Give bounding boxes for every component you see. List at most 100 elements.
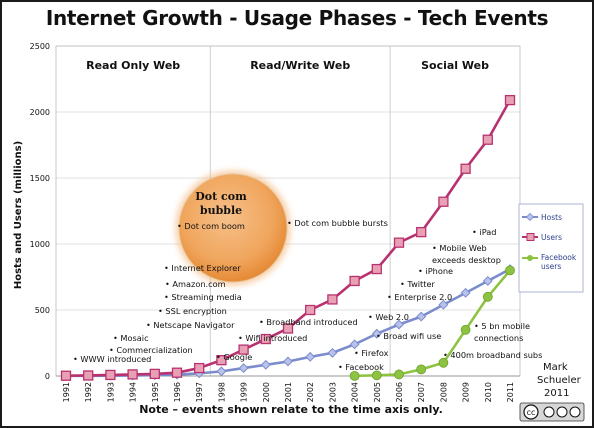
legend-label: Users — [541, 233, 562, 242]
x-tick-label: 2004 — [351, 382, 360, 402]
series-1 — [60, 94, 516, 381]
facebook-point — [482, 291, 493, 302]
facebook-point — [394, 369, 404, 380]
y-tick-label: 500 — [35, 306, 50, 315]
users-point — [305, 304, 316, 316]
event-annotation: • 5 bn mobile — [474, 321, 530, 331]
credit-line: Schueler — [537, 375, 582, 386]
nc-icon — [556, 406, 568, 418]
bubble-label-line2: bubble — [200, 204, 242, 217]
users-point — [504, 94, 516, 106]
phase-label: Social Web — [421, 59, 489, 72]
event-annotation: • Dot com boom — [177, 221, 245, 231]
series-group — [60, 94, 516, 381]
event-annotation: connections — [474, 333, 523, 343]
x-tick-label: 1996 — [173, 382, 182, 402]
x-tick-label: 2000 — [262, 382, 271, 402]
users-point — [482, 134, 493, 145]
users-point — [416, 226, 427, 238]
y-tick-label: 0 — [45, 372, 50, 381]
hosts-point — [238, 363, 249, 374]
x-tick-label: 2005 — [373, 382, 382, 402]
users-point — [393, 237, 405, 248]
y-axis-label: Hosts and Users (millions) — [13, 141, 24, 289]
x-tick-label: 2001 — [284, 382, 293, 402]
users-point — [260, 333, 271, 345]
footnote: Note – events shown relate to the time a… — [139, 403, 443, 416]
users-point — [438, 196, 449, 207]
hosts-point — [416, 311, 427, 322]
event-annotation: • Mobile Web — [432, 243, 487, 253]
phase-label: Read Only Web — [86, 59, 180, 72]
y-tick-label: 1000 — [30, 240, 50, 249]
legend-label: Facebook — [541, 253, 577, 262]
legend-label: users — [541, 262, 561, 271]
hosts-point — [394, 319, 404, 330]
event-annotation: • Broad wifi use — [376, 331, 441, 341]
y-tick-label: 2500 — [30, 42, 50, 51]
users-point — [127, 369, 138, 380]
users-point — [194, 362, 205, 374]
event-annotation: • Commercialization — [109, 345, 193, 355]
event-annotation: • Web 2.0 — [368, 312, 409, 322]
legend-marker — [526, 233, 535, 241]
x-tick-label: 2002 — [306, 382, 315, 402]
event-annotation: • Internet Explorer — [164, 263, 241, 273]
x-tick-label: 2008 — [439, 382, 448, 402]
event-annotation: • iPad — [472, 227, 497, 237]
series-2 — [349, 265, 515, 381]
facebook-point — [371, 370, 382, 381]
hosts-point — [438, 299, 449, 310]
y-tick-label: 1500 — [30, 174, 50, 183]
license-badge: cc — [519, 402, 585, 422]
hosts-point — [305, 351, 316, 362]
annotations: • WWW introduced • Mosaic • Commercializat… — [73, 218, 542, 372]
event-annotation: • SSL encryption — [158, 306, 227, 316]
hosts-point — [216, 366, 227, 377]
bubble-label-line1: Dot com — [195, 190, 247, 203]
cc-icon-label: cc — [527, 408, 536, 417]
event-annotation: • Google — [216, 352, 252, 362]
legend-marker — [525, 212, 535, 222]
event-annotation: • Streaming media — [164, 292, 242, 302]
users-point — [83, 370, 94, 381]
event-annotation: • WWW introduced — [73, 354, 151, 364]
event-annotation: • Mosaic — [113, 333, 149, 343]
y-tick-label: 2000 — [30, 108, 50, 117]
x-tick-label: 1991 — [62, 382, 71, 402]
x-tick-label: 2011 — [506, 382, 515, 402]
users-point — [349, 275, 360, 287]
users-point — [460, 163, 471, 174]
x-tick-label: 2009 — [462, 382, 471, 402]
users-point — [171, 367, 183, 378]
hosts-point — [460, 287, 471, 298]
x-tick-label: 1992 — [84, 382, 93, 402]
users-point — [327, 294, 338, 305]
users-point — [216, 355, 227, 366]
x-tick-label: 2007 — [417, 382, 426, 402]
x-tick-label: 2010 — [484, 382, 493, 402]
event-annotation: • Amazon.com — [165, 279, 226, 289]
x-tick-label: 1994 — [129, 382, 138, 402]
event-annotation: • Broadband introduced — [259, 317, 358, 327]
hosts-point — [349, 339, 360, 350]
event-annotation: • Facebook — [338, 362, 384, 372]
bubble-circle — [178, 173, 288, 283]
event-annotation: • 400m broadband subs — [443, 350, 542, 360]
x-tick-label: 2003 — [328, 382, 337, 402]
footer: Note – events shown relate to the time a… — [139, 362, 585, 422]
users-point — [149, 368, 160, 380]
event-annotation: • Netscape Navigator — [146, 320, 235, 330]
facebook-point — [438, 357, 449, 368]
event-annotation: • Wifi introduced — [238, 333, 307, 343]
event-annotation: exceeds desktop — [432, 255, 501, 265]
users-point — [282, 323, 294, 334]
legend-label: Hosts — [541, 213, 562, 222]
hosts-point — [260, 359, 271, 370]
sa-icon — [569, 406, 581, 418]
credit-line: Mark — [543, 362, 568, 373]
